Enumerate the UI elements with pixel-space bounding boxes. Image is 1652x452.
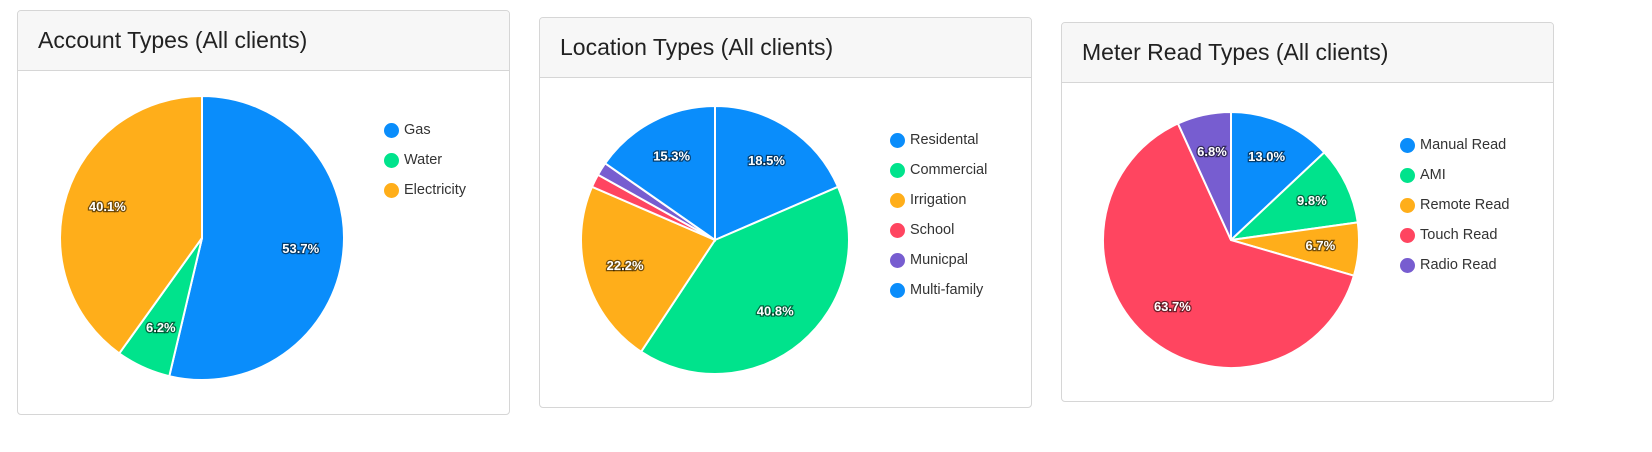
- legend-label: Remote Read: [1420, 197, 1510, 213]
- pie-slice-residental[interactable]: [714, 104, 840, 242]
- legend-swatch: [1400, 257, 1415, 273]
- pie-slice-ami[interactable]: [1228, 150, 1359, 242]
- legend-label: Commercial: [910, 162, 988, 178]
- account-types-title: Account Types (All clients): [38, 27, 308, 53]
- location-types-pie: 18.5% 40.8% 22.2% 15.3%: [580, 104, 850, 375]
- legend-label: Multi-family: [910, 282, 984, 298]
- legend-item-municpal[interactable]: Municpal: [890, 245, 987, 275]
- legend-swatch: [890, 192, 905, 208]
- legend-swatch: [384, 122, 399, 138]
- legend-swatch: [384, 182, 399, 198]
- pie-slice-electricity[interactable]: [59, 94, 203, 355]
- legend-swatch: [384, 152, 399, 168]
- pie-label-gas: 53.7%: [282, 241, 319, 256]
- legend-item-touch-read[interactable]: Touch Read: [1400, 220, 1509, 250]
- pie-label-manual-read: 13.0%: [1248, 149, 1285, 164]
- account-types-header: Account Types (All clients): [18, 11, 509, 71]
- pie-slice-gas[interactable]: [168, 94, 345, 381]
- meter-read-types-pie: 13.0% 9.8% 6.7% 63.7% 6.8%: [1102, 110, 1360, 369]
- legend-swatch: [1400, 197, 1415, 213]
- location-types-title: Location Types (All clients): [560, 34, 834, 60]
- legend-label: Residental: [910, 132, 979, 148]
- legend-item-remote-read[interactable]: Remote Read: [1400, 190, 1509, 220]
- legend-swatch: [1400, 137, 1415, 153]
- meter-read-types-body: 13.0% 9.8% 6.7% 63.7% 6.8% Manual Read AMI Rem…: [1062, 83, 1553, 401]
- account-types-card: Account Types (All clients) 53.7% 6.2% 40.…: [17, 10, 510, 415]
- legend-swatch: [890, 162, 905, 178]
- legend-swatch: [890, 252, 905, 268]
- pie-slice-commercial[interactable]: [639, 185, 850, 375]
- pie-label-commercial: 40.8%: [757, 303, 794, 318]
- pie-slice-manual-read[interactable]: [1230, 110, 1326, 243]
- legend-swatch: [1400, 167, 1415, 183]
- legend-item-water[interactable]: Water: [384, 145, 466, 175]
- pie-label-irrigation: 22.2%: [607, 258, 644, 273]
- pie-slice-irrigation[interactable]: [580, 185, 717, 354]
- legend-label: Radio Read: [1420, 257, 1497, 273]
- meter-read-types-header: Meter Read Types (All clients): [1062, 23, 1553, 83]
- legend-item-school[interactable]: School: [890, 215, 987, 245]
- location-types-legend: Residental Commercial Irrigation School Muni…: [890, 125, 987, 305]
- legend-swatch: [890, 282, 905, 298]
- location-types-header: Location Types (All clients): [540, 18, 1031, 78]
- legend-label: Gas: [404, 122, 431, 138]
- legend-label: Irrigation: [910, 192, 967, 208]
- pie-label-residental: 18.5%: [748, 153, 785, 168]
- pie-label-radio-read: 6.8%: [1197, 144, 1227, 159]
- legend-item-gas[interactable]: Gas: [384, 115, 466, 145]
- legend-label: School: [910, 222, 955, 238]
- legend-item-commercial[interactable]: Commercial: [890, 155, 987, 185]
- legend-item-manual-read[interactable]: Manual Read: [1400, 130, 1509, 160]
- legend-item-electricity[interactable]: Electricity: [384, 175, 466, 205]
- meter-read-types-card: Meter Read Types (All clients) 13.0% 9.8%…: [1061, 22, 1554, 402]
- location-types-card: Location Types (All clients) 18.5% 40.8% 2…: [539, 17, 1032, 408]
- legend-swatch: [1400, 227, 1415, 243]
- pie-slice-touch-read[interactable]: [1102, 122, 1356, 369]
- meter-read-types-legend: Manual Read AMI Remote Read Touch Read Radio…: [1400, 130, 1509, 280]
- account-types-legend: Gas Water Electricity: [384, 115, 466, 205]
- legend-label: Manual Read: [1420, 137, 1507, 153]
- pie-label-electricity: 40.1%: [89, 199, 126, 214]
- account-types-body: 53.7% 6.2% 40.1% Gas Water Electricity: [18, 71, 509, 414]
- legend-label: Electricity: [404, 182, 467, 198]
- legend-item-multi-family[interactable]: Multi-family: [890, 275, 987, 305]
- legend-label: AMI: [1420, 167, 1446, 183]
- location-types-body: 18.5% 40.8% 22.2% 15.3% Residental Commercia…: [540, 78, 1031, 407]
- pie-label-remote-read: 6.7%: [1306, 238, 1336, 253]
- legend-item-irrigation[interactable]: Irrigation: [890, 185, 987, 215]
- pie-label-water: 6.2%: [146, 320, 176, 335]
- legend-item-ami[interactable]: AMI: [1400, 160, 1509, 190]
- legend-label: Water: [404, 152, 443, 168]
- legend-swatch: [890, 222, 905, 238]
- pie-label-ami: 9.8%: [1297, 193, 1327, 208]
- pie-slice-radio-read[interactable]: [1176, 110, 1232, 241]
- legend-item-residental[interactable]: Residental: [890, 125, 987, 155]
- meter-read-types-title: Meter Read Types (All clients): [1082, 39, 1389, 65]
- legend-item-radio-read[interactable]: Radio Read: [1400, 250, 1509, 280]
- legend-label: Touch Read: [1420, 227, 1498, 243]
- legend-label: Municpal: [910, 252, 969, 268]
- legend-swatch: [890, 132, 905, 148]
- pie-label-touch-read: 63.7%: [1154, 299, 1191, 314]
- pie-label-multi-family: 15.3%: [653, 148, 690, 163]
- account-types-pie: 53.7% 6.2% 40.1%: [59, 94, 345, 381]
- pie-slice-multi-family[interactable]: [603, 104, 716, 242]
